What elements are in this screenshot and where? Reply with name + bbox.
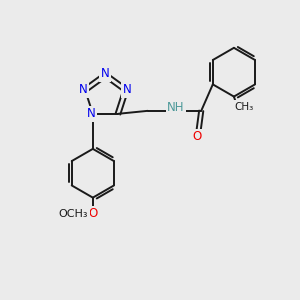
Text: OCH₃: OCH₃ — [59, 209, 88, 219]
Text: N: N — [101, 67, 110, 80]
Text: N: N — [79, 83, 87, 96]
Text: N: N — [87, 107, 96, 120]
Text: N: N — [123, 83, 132, 96]
Text: NH: NH — [167, 101, 185, 114]
Text: O: O — [192, 130, 201, 143]
Text: CH₃: CH₃ — [235, 102, 254, 112]
Text: O: O — [88, 208, 98, 220]
